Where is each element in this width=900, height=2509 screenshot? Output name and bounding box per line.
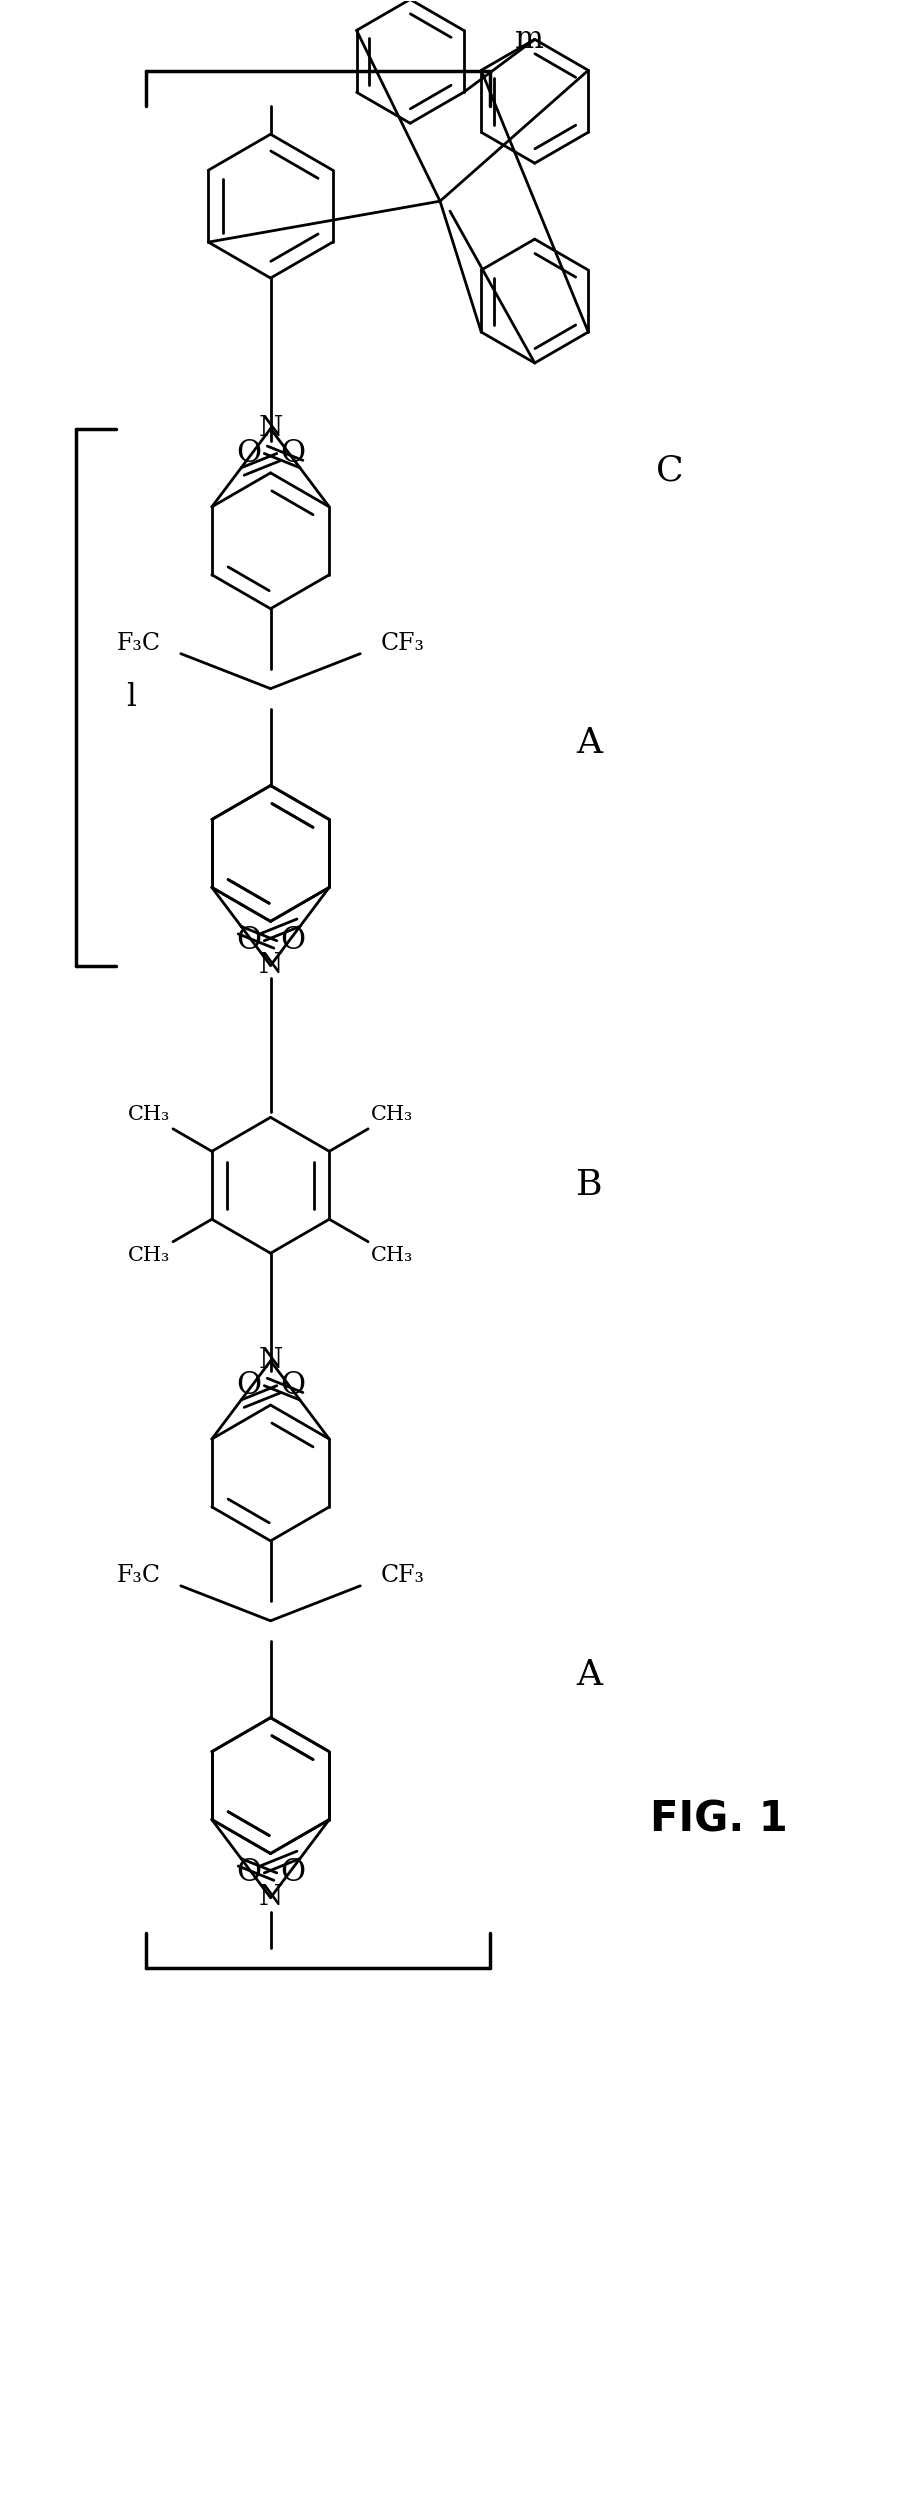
Text: O: O (280, 1857, 305, 1889)
Text: CH₃: CH₃ (371, 1247, 413, 1265)
Text: O: O (236, 926, 261, 956)
Text: A: A (577, 725, 603, 760)
Text: O: O (236, 1857, 261, 1889)
Text: N: N (258, 1884, 283, 1912)
Text: O: O (280, 926, 305, 956)
Text: FIG. 1: FIG. 1 (651, 1799, 788, 1842)
Text: CH₃: CH₃ (371, 1106, 413, 1124)
Text: B: B (576, 1169, 603, 1202)
Text: C: C (655, 454, 683, 487)
Text: CF₃: CF₃ (380, 632, 424, 655)
Text: N: N (258, 1347, 283, 1375)
Text: A: A (577, 1658, 603, 1694)
Text: m: m (516, 25, 544, 55)
Text: F₃C: F₃C (117, 1563, 161, 1588)
Text: N: N (258, 414, 283, 442)
Text: CF₃: CF₃ (380, 1563, 424, 1588)
Text: O: O (236, 439, 261, 469)
Text: F₃C: F₃C (117, 632, 161, 655)
Text: O: O (280, 1370, 305, 1400)
Text: N: N (258, 951, 283, 979)
Text: CH₃: CH₃ (128, 1106, 170, 1124)
Text: O: O (236, 1370, 261, 1400)
Text: l: l (126, 682, 136, 713)
Text: O: O (280, 439, 305, 469)
Text: CH₃: CH₃ (128, 1247, 170, 1265)
